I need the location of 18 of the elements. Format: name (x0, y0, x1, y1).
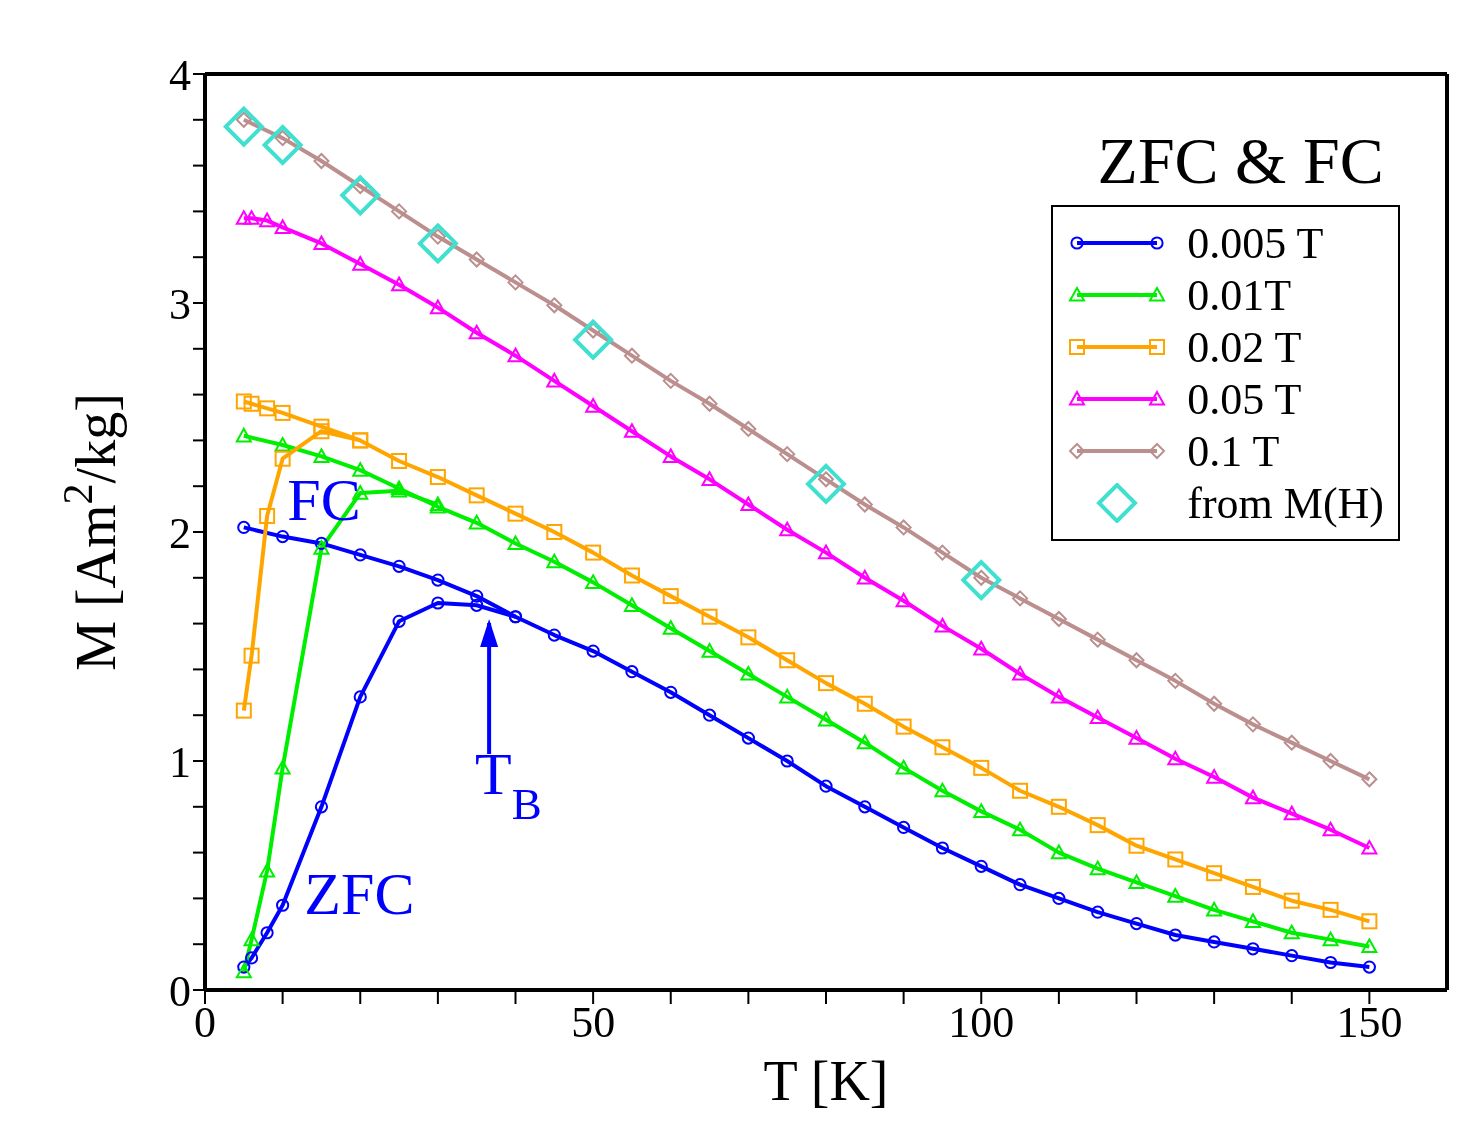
legend-title: ZFC & FC (1096, 123, 1385, 199)
y-tick-label: 1 (169, 737, 191, 787)
legend-label: 0.1 T (1187, 425, 1280, 477)
y-tick-label: 3 (169, 279, 191, 329)
y-tick-label: 4 (169, 50, 191, 100)
legend-label: 0.02 T (1187, 321, 1302, 373)
annotation: ZFC (304, 860, 415, 927)
legend-label: 0.01T (1187, 269, 1292, 321)
x-tick-label: 50 (571, 998, 616, 1048)
legend-label: 0.005 T (1187, 217, 1324, 269)
x-tick-label: 150 (1336, 998, 1403, 1048)
y-tick-label: 2 (169, 508, 191, 558)
annotation: T$_{B}$ (475, 741, 542, 830)
legend-label: from M(H) (1187, 477, 1384, 529)
legend-label: 0.05 T (1187, 373, 1302, 425)
x-axis-title: T [K] (763, 1050, 889, 1112)
x-tick-label: 100 (948, 998, 1015, 1048)
y-tick-label: 0 (169, 966, 191, 1016)
